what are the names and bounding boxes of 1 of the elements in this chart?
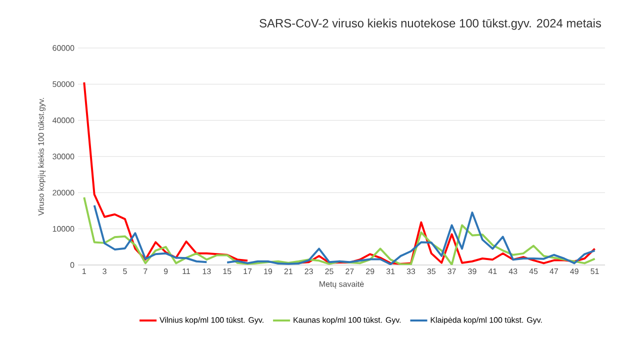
chart-title: SARS-CoV-2 viruso kiekis nuotekose 100 tūkst.gyv. 2024 metais <box>260 18 602 30</box>
